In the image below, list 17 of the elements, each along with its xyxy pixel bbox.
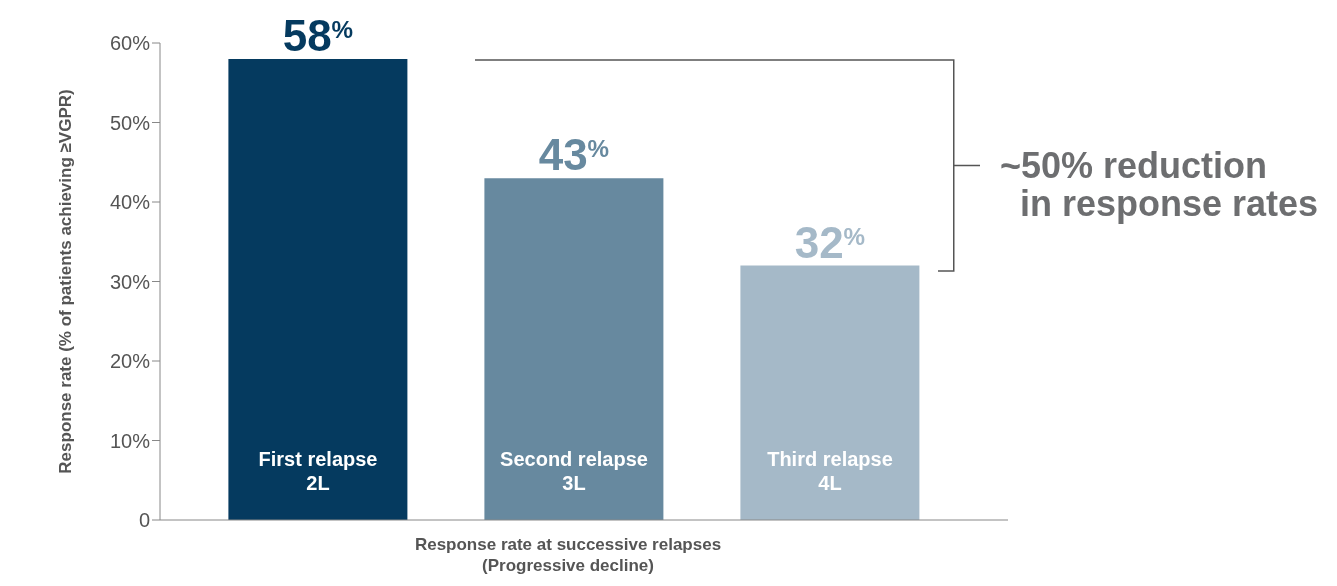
data-label: 32$^{%}$	[794, 217, 866, 267]
y-tick-label: 10%	[109, 429, 151, 452]
bar	[228, 58, 408, 520]
y-tick-label: 50%	[109, 111, 151, 134]
y-tick-label: 20%	[109, 350, 151, 373]
x-axis-title: Response rate at successive relapses (Progressive decline)	[414, 535, 722, 575]
data-label: 58$^{%}$	[282, 10, 354, 60]
x-tick-label: Third relapse 4L	[767, 448, 893, 494]
y-tick-label: 60%	[109, 32, 151, 55]
data-label: 43$^{%}$	[538, 130, 610, 180]
x-tick-label: Second relapse 3L	[500, 448, 648, 494]
y-tick-label: 40%	[109, 191, 151, 214]
y-tick-label: 0	[138, 509, 150, 532]
y-axis-title: Response rate (% of patients achieving ≥VGPR)	[56, 89, 76, 474]
annotation: ~50% reduction in response rates	[1000, 145, 1319, 224]
x-tick-label: First relapse 2L	[258, 448, 378, 494]
y-tick-label: 30%	[109, 270, 151, 293]
